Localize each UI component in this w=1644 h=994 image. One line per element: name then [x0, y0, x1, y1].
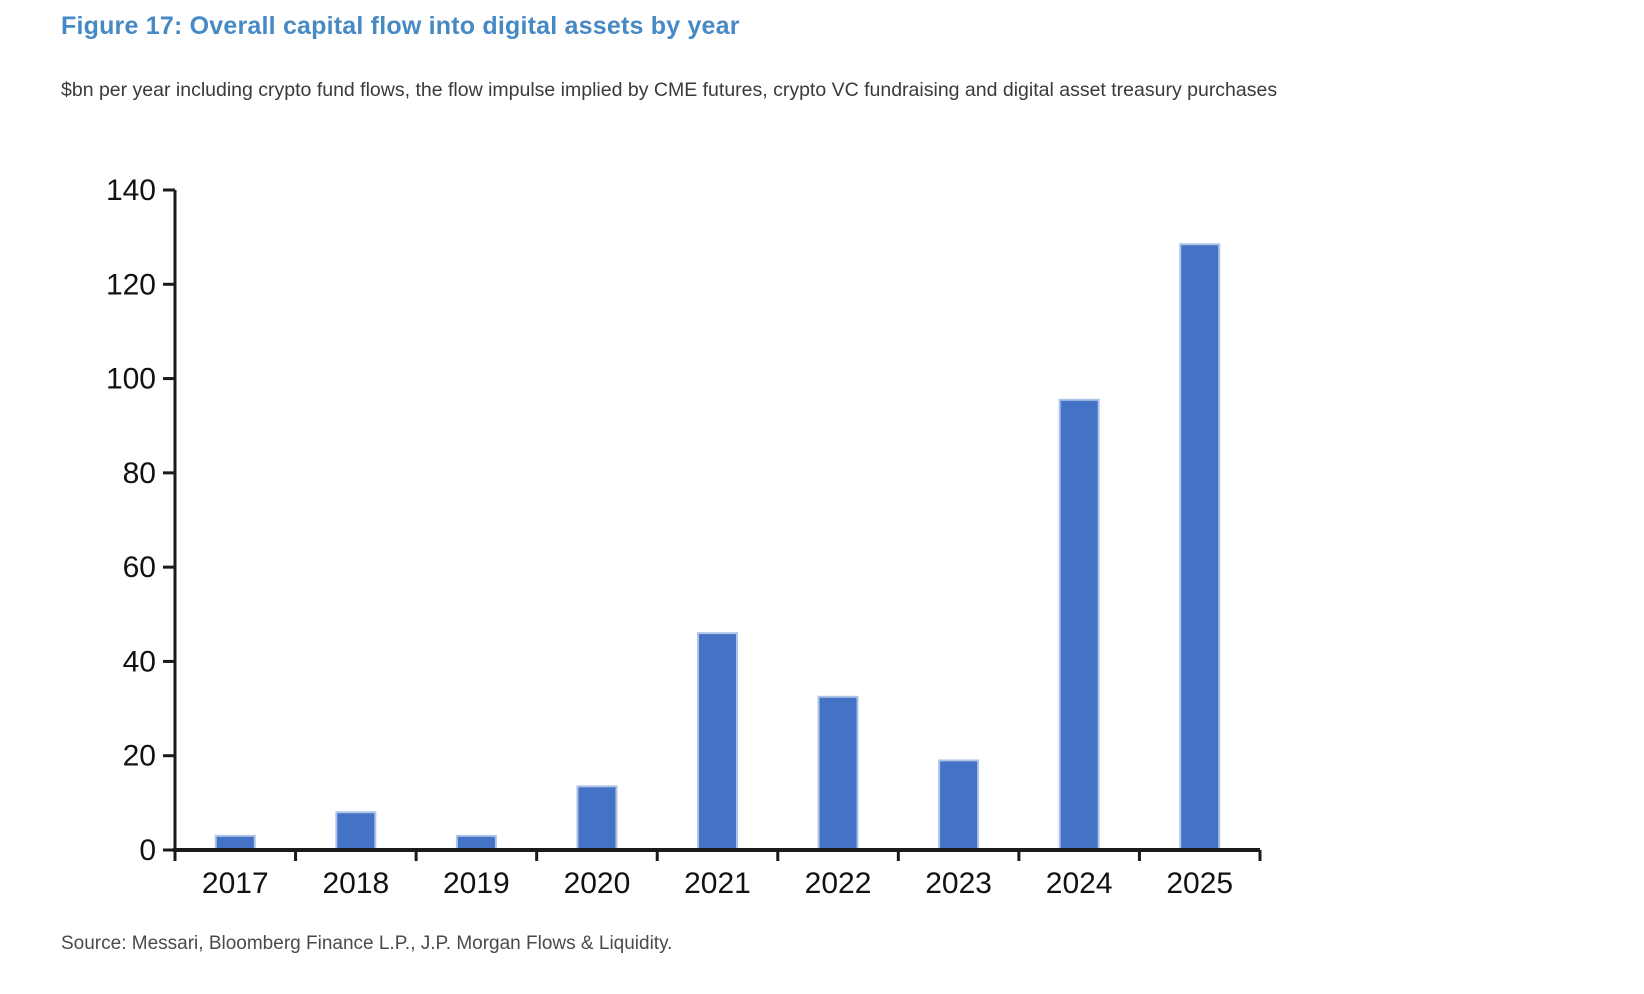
bar-2018 [335, 811, 377, 851]
y-axis-tick-label: 60 [123, 551, 156, 584]
x-axis-tick-label: 2022 [805, 867, 872, 900]
y-axis-tick-label: 100 [106, 363, 156, 396]
x-axis-tick-label: 2025 [1166, 867, 1233, 900]
y-axis-tick-label: 80 [123, 457, 156, 490]
y-axis-tick-label: 140 [106, 174, 156, 207]
y-axis-tick-label: 120 [106, 268, 156, 301]
bar-2022 [817, 695, 859, 851]
x-axis-tick-label: 2024 [1046, 867, 1113, 900]
x-axis-tick-label: 2018 [322, 867, 389, 900]
x-axis-tick-label: 2020 [564, 867, 631, 900]
x-axis-tick-label: 2023 [925, 867, 992, 900]
x-axis-tick-label: 2019 [443, 867, 510, 900]
bar-2021 [697, 632, 738, 852]
bar-2020 [576, 785, 618, 851]
figure-subtitle: $bn per year including crypto fund flows… [61, 79, 1278, 101]
bar-2019 [455, 834, 497, 851]
source-note: Source: Messari, Bloomberg Finance L.P.,… [61, 933, 673, 954]
x-axis-tick-label: 2017 [202, 867, 269, 900]
y-axis-tick-label: 20 [123, 740, 156, 773]
y-axis-tick-label: 0 [139, 834, 156, 867]
bar-2017 [214, 834, 256, 851]
figure-title: Figure 17: Overall capital flow into dig… [61, 12, 740, 40]
y-axis-tick-label: 40 [123, 645, 156, 678]
bar-2025 [1179, 243, 1221, 851]
x-axis-tick-label: 2021 [684, 867, 751, 900]
bar-2023 [938, 759, 980, 852]
bar-2024 [1058, 398, 1100, 851]
